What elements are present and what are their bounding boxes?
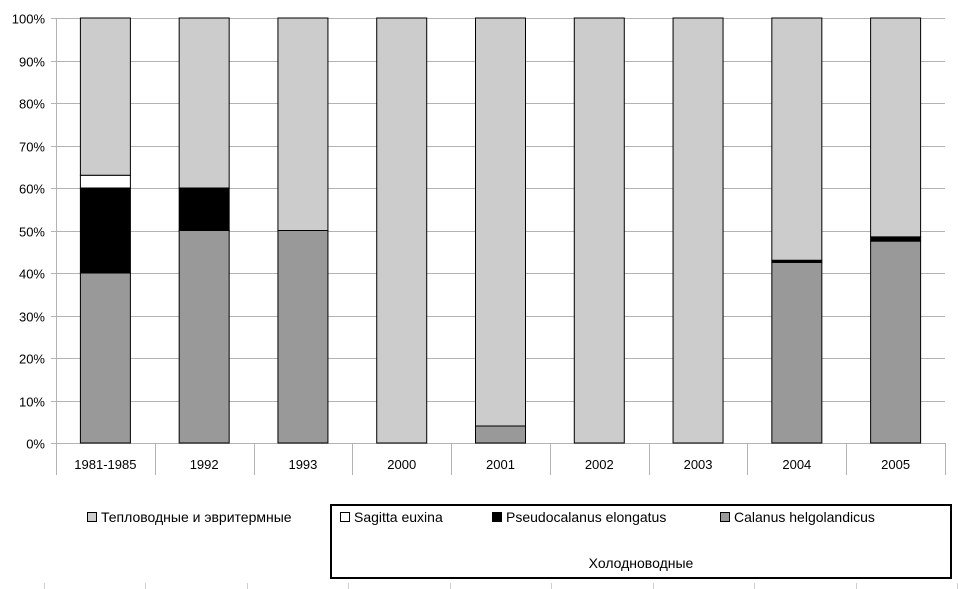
bar-segment xyxy=(79,17,131,176)
x-tick-label: 2005 xyxy=(881,457,910,472)
x-tick-label: 1992 xyxy=(190,457,219,472)
y-tick-label: 30% xyxy=(19,310,45,325)
bar-segment xyxy=(870,236,922,242)
x-tick-label: 2004 xyxy=(782,457,811,472)
bar-segment xyxy=(771,17,823,261)
y-tick-label: 70% xyxy=(19,140,45,155)
x-axis-labels: 1981-1985 1992 1993 2000 2001 2002 2003 2004 200… xyxy=(74,457,910,472)
x-tick-label: 1981-1985 xyxy=(74,457,136,472)
bar-segment xyxy=(277,17,329,231)
bar-segment xyxy=(178,17,230,189)
bar-segment xyxy=(672,17,724,444)
y-tick-label: 90% xyxy=(19,55,45,70)
x-tick-label: 2000 xyxy=(387,457,416,472)
bar-segment xyxy=(178,230,230,444)
x-tick-label: 1993 xyxy=(288,457,317,472)
x-tick-label: 2002 xyxy=(585,457,614,472)
y-tick-label: 50% xyxy=(19,225,45,240)
bar-segment xyxy=(870,240,922,444)
bar-segment xyxy=(376,17,428,444)
bottom-tick-marks xyxy=(44,583,958,589)
y-tick-label: 60% xyxy=(19,182,45,197)
bar-segment xyxy=(178,187,230,231)
bar-segment xyxy=(277,230,329,444)
y-tick-label: 80% xyxy=(19,97,45,112)
x-tick-label: 2001 xyxy=(486,457,515,472)
x-tick-label: 2003 xyxy=(684,457,713,472)
y-tick-label: 0% xyxy=(26,437,45,452)
y-axis-labels: 0% 10% 20% 30% 40% 50% 60% 70% 80% 90% 100% xyxy=(12,12,46,452)
bar-segment xyxy=(79,174,131,189)
y-tick-label: 20% xyxy=(19,352,45,367)
bar-segment xyxy=(79,272,131,444)
bar-segment xyxy=(573,17,625,444)
axes xyxy=(56,18,946,475)
bar-segment xyxy=(475,17,526,427)
y-tick-label: 10% xyxy=(19,395,45,410)
bar-segment xyxy=(870,17,922,238)
y-tick-label: 40% xyxy=(19,267,45,282)
y-tick-label: 100% xyxy=(12,12,46,27)
bars xyxy=(79,17,922,444)
bar-segment xyxy=(79,187,131,274)
bar-segment xyxy=(771,261,823,444)
bar-segment xyxy=(475,425,526,444)
